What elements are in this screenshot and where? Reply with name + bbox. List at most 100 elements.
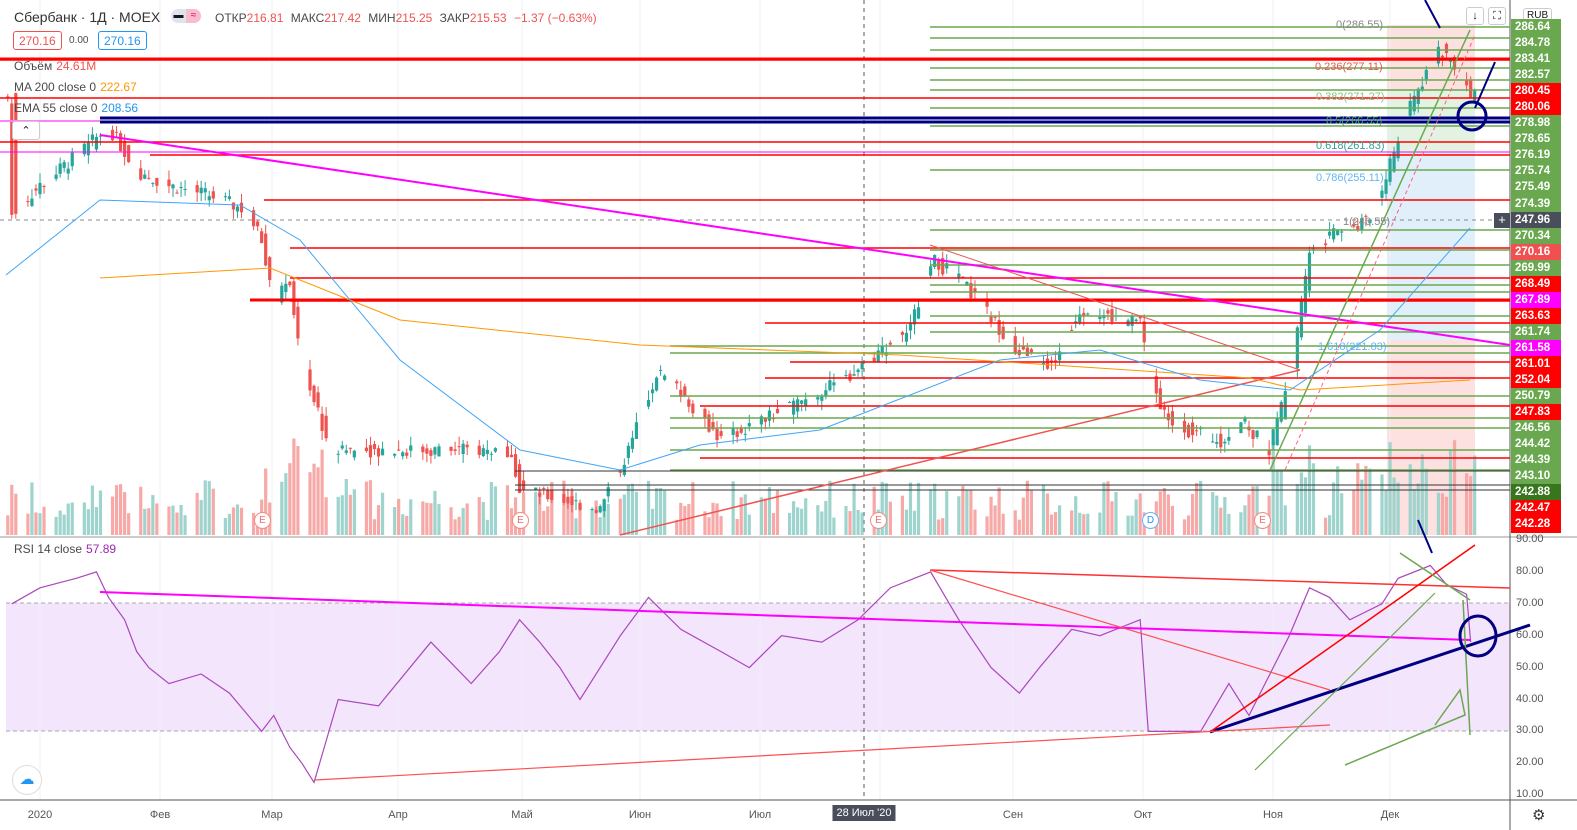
- candle-body: [86, 141, 90, 156]
- earnings-marker[interactable]: E: [870, 512, 887, 529]
- candle-body: [622, 464, 626, 475]
- volume-bar: [1364, 465, 1368, 535]
- volume-bar: [1340, 493, 1344, 535]
- symbol-title[interactable]: Сбербанк · 1Д · MOEX: [14, 9, 161, 25]
- volume-bar: [663, 490, 667, 535]
- scroll-down-button[interactable]: ↓: [1466, 7, 1484, 25]
- fib-level-label: 0.786(255.11): [1316, 172, 1384, 184]
- ma-legend[interactable]: MA 200 close 0 222.67: [14, 80, 137, 94]
- candle-body: [1420, 86, 1424, 91]
- candle-body: [1384, 179, 1388, 194]
- volume-bar: [1239, 512, 1243, 535]
- volume-bar: [86, 509, 90, 535]
- price-label: 275.49: [1511, 179, 1561, 196]
- candle-body: [199, 187, 203, 194]
- candle-body: [759, 416, 763, 425]
- volume-bar: [1102, 482, 1106, 535]
- volume-bar: [562, 480, 566, 535]
- ema-legend[interactable]: EMA 55 close 0 208.56: [14, 101, 138, 115]
- volume-bar: [183, 515, 187, 535]
- fullscreen-button[interactable]: ⛶: [1488, 7, 1506, 25]
- candle-body: [34, 188, 38, 191]
- volume-bar: [251, 512, 256, 535]
- candle-body: [1303, 275, 1308, 314]
- candle-body: [1186, 424, 1191, 438]
- trend-line: [99, 134, 1511, 346]
- candle-body: [566, 496, 570, 504]
- tradingview-logo-icon[interactable]: ☁: [12, 765, 42, 795]
- candle-body: [316, 392, 320, 408]
- candle-body: [941, 258, 945, 275]
- volume-bar: [1098, 512, 1102, 535]
- trend-line: [929, 244, 1301, 371]
- candle-body: [1166, 413, 1170, 421]
- volume-bar: [308, 472, 312, 535]
- candle-body: [6, 96, 10, 98]
- volume-bar: [574, 518, 578, 535]
- volume-bar: [114, 485, 119, 535]
- volume-legend[interactable]: Объём 24.61M: [14, 59, 96, 73]
- candle-body: [1138, 315, 1142, 319]
- legend-toggle[interactable]: ▬ ≈: [171, 9, 201, 23]
- fib-level-label: 0.5(266.55): [1326, 115, 1383, 127]
- crosshair-add-icon[interactable]: +: [1494, 213, 1510, 228]
- volume-bar: [1275, 470, 1279, 535]
- candle-body: [1356, 225, 1360, 230]
- candle-body: [14, 93, 18, 214]
- dividend-marker[interactable]: D: [1142, 512, 1159, 529]
- volume-bar: [1255, 486, 1259, 535]
- rsi-legend[interactable]: RSI 14 close 57.89: [14, 542, 116, 556]
- candle-body: [933, 254, 937, 268]
- volume-bar: [1465, 473, 1469, 535]
- volume-bar: [437, 504, 441, 535]
- volume-bar: [401, 514, 405, 535]
- volume-bar: [997, 487, 1001, 535]
- time-axis-label: Мар: [261, 809, 283, 821]
- candle-body: [916, 307, 921, 319]
- candle-body: [763, 418, 767, 422]
- volume-bar: [771, 513, 776, 535]
- candle-body: [1041, 362, 1046, 365]
- volume-bar: [800, 508, 804, 535]
- low-value: 215.25: [395, 11, 433, 25]
- volume-bar: [937, 519, 941, 535]
- candle-body: [546, 490, 550, 500]
- price-axis[interactable]: 286.64 284.78 283.41 282.57 280.45 280.06 278.…: [1511, 19, 1561, 533]
- earnings-marker[interactable]: E: [512, 512, 529, 529]
- candle-body: [872, 357, 876, 362]
- earnings-marker[interactable]: E: [1254, 512, 1271, 529]
- sell-button[interactable]: 270.16: [13, 31, 62, 50]
- candle-body: [336, 453, 340, 455]
- volume-bar: [904, 509, 909, 535]
- rsi-label: RSI 14 close: [14, 542, 83, 556]
- candle-body: [703, 408, 707, 419]
- collapse-legend-button[interactable]: ⌃: [12, 121, 40, 140]
- candle-body: [58, 163, 62, 174]
- candle-body: [1465, 80, 1469, 86]
- candle-body: [904, 332, 909, 342]
- candle-body: [1469, 80, 1473, 98]
- settings-gear-icon[interactable]: ⚙: [1532, 807, 1546, 824]
- candle-body: [1074, 321, 1078, 323]
- volume-bar: [759, 497, 763, 535]
- price-label: 269.99: [1511, 259, 1561, 276]
- candle-body: [320, 413, 324, 431]
- price-label: 286.64: [1511, 19, 1561, 36]
- volume-bar: [1106, 481, 1110, 535]
- volume-bar: [127, 513, 131, 535]
- candle-body: [1336, 229, 1340, 236]
- candle-body: [1029, 349, 1033, 353]
- candle-body: [663, 375, 667, 380]
- candle-body: [1243, 417, 1247, 422]
- volume-bar: [1195, 482, 1199, 535]
- volume-bar: [70, 502, 74, 535]
- volume-bar: [1444, 496, 1449, 535]
- volume-bar: [324, 497, 328, 535]
- earnings-marker[interactable]: E: [254, 512, 271, 529]
- candle-body: [296, 306, 300, 339]
- buy-button[interactable]: 270.16: [98, 31, 147, 50]
- volume-bar: [602, 499, 606, 535]
- volume-bar: [1299, 472, 1303, 535]
- candle-body: [775, 408, 780, 414]
